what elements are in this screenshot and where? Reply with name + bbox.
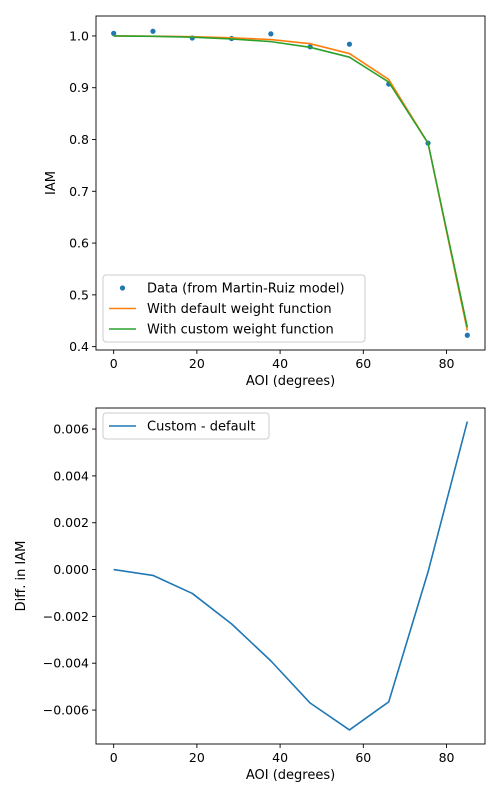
x-tick-label: 20 — [189, 750, 205, 765]
x-tick-label: 40 — [272, 356, 288, 371]
y-tick-label: −0.002 — [43, 609, 89, 624]
x-axis-label: AOI (degrees) — [246, 374, 335, 389]
data-point — [268, 31, 274, 37]
x-tick-label: 80 — [439, 356, 455, 371]
y-tick-label: 0.6 — [69, 236, 89, 251]
legend-label: With custom weight function — [147, 323, 334, 338]
y-axis-label: IAM — [44, 171, 59, 195]
y-axis-label: Diff. in IAM — [14, 541, 29, 612]
x-tick-label: 0 — [110, 750, 118, 765]
data-point — [346, 41, 353, 47]
data-point — [150, 28, 156, 34]
data-point — [464, 332, 470, 338]
y-tick-label: 0.7 — [69, 184, 89, 199]
x-tick-label: 60 — [355, 356, 371, 371]
y-tick-label: −0.004 — [43, 656, 89, 671]
y-tick-label: 0.006 — [53, 422, 89, 437]
y-tick-label: 1.0 — [69, 28, 89, 43]
x-tick-label: 20 — [189, 356, 205, 371]
legend-label: Custom - default — [147, 420, 256, 435]
x-tick-label: 0 — [110, 356, 118, 371]
x-tick-label: 80 — [439, 750, 455, 765]
legend-label: Data (from Martin-Ruiz model) — [147, 282, 345, 297]
y-tick-label: 0.002 — [53, 515, 89, 530]
y-tick-label: 0.4 — [69, 339, 89, 354]
y-tick-label: 0.9 — [69, 80, 89, 95]
plot-frame — [95, 15, 486, 351]
x-axis-label: AOI (degrees) — [246, 768, 335, 783]
x-tick-label: 60 — [355, 750, 371, 765]
data-point — [111, 30, 117, 36]
y-tick-label: 0.5 — [69, 287, 89, 302]
series-line-3 — [113, 35, 469, 328]
legend-swatch-marker — [119, 285, 126, 291]
y-tick-label: 0.004 — [53, 468, 89, 483]
chart-2: 0 20 40 60 80 −0.006 −0.004 −0.002 0.000 0.002 0.0… — [14, 407, 486, 783]
y-tick-label: 0.8 — [69, 132, 89, 147]
series-line-1 — [113, 421, 469, 731]
legend: Custom - default — [102, 412, 270, 440]
legend-box — [102, 412, 270, 440]
x-tick-label: 40 — [272, 750, 288, 765]
legend: Data (from Martin-Ruiz model) With defaul… — [102, 274, 366, 343]
plot-frame — [95, 407, 486, 745]
legend-label: With default weight function — [147, 302, 332, 317]
y-tick-label: 0.000 — [53, 562, 89, 577]
legend-box — [102, 274, 366, 343]
y-tick-label: −0.006 — [43, 703, 89, 718]
chart-1: 0 20 40 60 80 0.4 0.5 0.6 0.7 0.8 0.9 1.0 AOI (degre… — [44, 15, 486, 389]
